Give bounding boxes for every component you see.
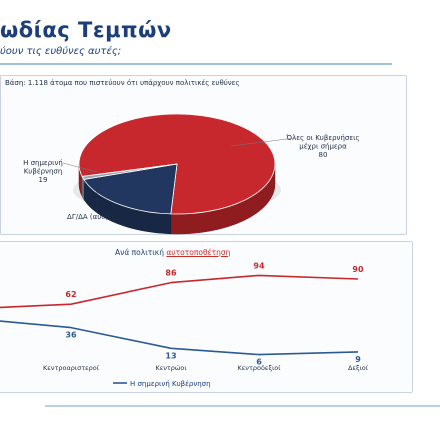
page-title: ωδίας Τεμπών — [0, 18, 172, 42]
x-tick-label-4: Δεξιοί — [348, 364, 369, 372]
pie-leader-0 — [230, 137, 296, 147]
pie-chart-panel: Βάση: 1.118 άτομα που πιστεύουν ότι υπάρ… — [0, 75, 407, 235]
x-tick-label-1: Κεντροαριστεροί — [43, 364, 100, 372]
page-subtitle: ύουν τις ευθύνες αυτές; — [0, 46, 122, 57]
footer-rule — [45, 405, 440, 407]
pie-leader-1 — [62, 162, 98, 173]
data-label-0-3: 94 — [253, 261, 265, 270]
legend-label: Η σημερινή Κυβέρνηση — [130, 380, 211, 388]
data-label-0-2: 86 — [165, 269, 177, 278]
sample-base-label: Βάση: 1.118 άτομα που πιστεύουν ότι υπάρ… — [5, 79, 240, 87]
x-tick-label-2: Κεντρώοι — [155, 364, 186, 372]
data-label-0-1: 62 — [65, 290, 76, 299]
breakdown-label-prefix: Ανά πολιτική — [115, 248, 167, 257]
x-tick-label-3: Κεντροδεξιοί — [238, 364, 282, 372]
breakdown-label: Ανά πολιτική αυτοτοποθέτηση — [115, 248, 230, 257]
data-label-1-2: 13 — [165, 351, 176, 360]
data-label-0-4: 90 — [352, 265, 364, 274]
pie-label-0: Όλες οι Κυβερνήσεις μέχρι σήμερα 80 — [285, 134, 359, 159]
data-label-1-1: 36 — [65, 331, 77, 340]
data-label-1-4: 9 — [355, 355, 361, 364]
series-line-1 — [0, 320, 359, 356]
pie-slice-2 — [81, 163, 178, 180]
line-chart: Κεντροαριστεροί Κεντρώοι Κεντροδεξιοί Δεξιο… — [0, 261, 369, 388]
pie-label-2: ΔΓ/ΔΑ (αυθ) 1 — [67, 213, 115, 221]
pie-chart: Όλες οι Κυβερνήσεις μέχρι σήμερα 80 Η σημερ… — [23, 113, 360, 235]
line-chart-panel: Ανά πολιτική αυτοτοποθέτηση Κεντροαριστε… — [0, 241, 413, 393]
data-label-1-3: 6 — [256, 358, 262, 367]
pie-label-1: Η σημερινή Κυβέρνηση 19 — [23, 159, 63, 184]
series-line-0 — [0, 274, 359, 309]
breakdown-label-underlined: αυτοτοποθέτηση — [166, 248, 231, 257]
pie-slice-1 — [83, 163, 178, 215]
header: ωδίας Τεμπών ύουν τις ευθύνες αυτές; — [0, 0, 440, 70]
header-rule — [0, 63, 392, 65]
pie-slice-side-2-0 — [81, 176, 85, 201]
